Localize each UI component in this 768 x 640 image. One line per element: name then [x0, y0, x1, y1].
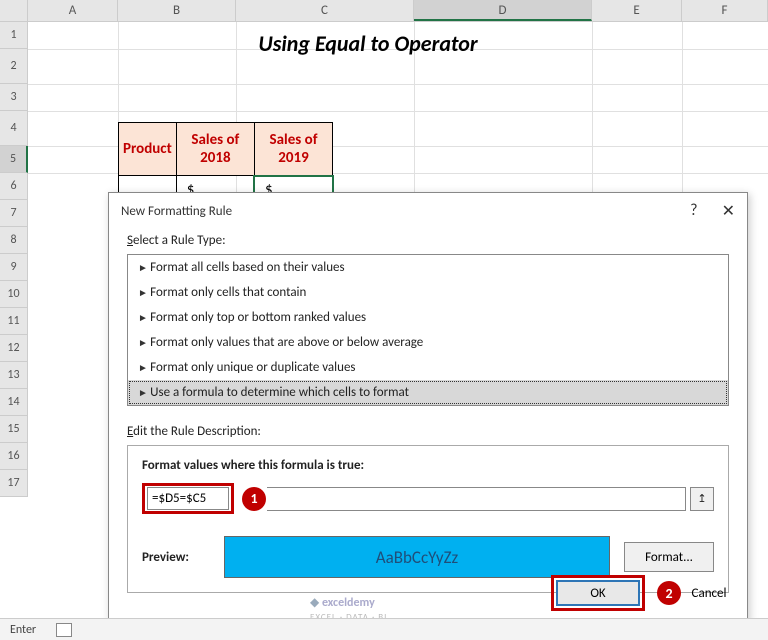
row-header-1[interactable]: 1	[0, 22, 28, 49]
rule-type-item[interactable]: Format all cells based on their values	[128, 255, 728, 280]
row-header-11[interactable]: 11	[0, 308, 28, 335]
ok-button-highlight: OK	[551, 575, 645, 611]
row-header-7[interactable]: 7	[0, 200, 28, 227]
rule-type-item[interactable]: Format only unique or duplicate values	[128, 355, 728, 380]
preview-sample: AaBbCcYyZz	[224, 536, 610, 578]
rule-type-item[interactable]: Format only cells that contain	[128, 280, 728, 305]
page-title: Using Equal to Operator	[118, 30, 618, 57]
callout-badge-1: 1	[242, 487, 266, 511]
col-header-b[interactable]: B	[118, 0, 236, 21]
rule-description-box: Format values where this formula is true…	[127, 445, 729, 593]
row-header-16[interactable]: 16	[0, 443, 28, 470]
rule-type-item-selected[interactable]: Use a formula to determine which cells t…	[128, 380, 728, 405]
row-header-6[interactable]: 6	[0, 173, 28, 200]
col-header-a[interactable]: A	[28, 0, 118, 21]
col-header-e[interactable]: E	[592, 0, 682, 21]
callout-badge-2: 2	[657, 581, 681, 605]
row-header-10[interactable]: 10	[0, 281, 28, 308]
header-sales-2019: Sales of 2019	[254, 123, 332, 176]
row-header-4[interactable]: 4	[0, 111, 28, 146]
table-header-row: Product Sales of 2018 Sales of 2019	[119, 123, 333, 176]
header-product: Product	[119, 123, 177, 176]
dialog-title: New Formatting Rule	[121, 204, 232, 219]
dialog-titlebar[interactable]: New Formatting Rule ? ✕	[109, 193, 747, 229]
row-header-14[interactable]: 14	[0, 389, 28, 416]
close-icon[interactable]: ✕	[722, 201, 735, 221]
macro-record-icon[interactable]	[56, 623, 72, 637]
row-header-13[interactable]: 13	[0, 362, 28, 389]
row-header-12[interactable]: 12	[0, 335, 28, 362]
col-header-c[interactable]: C	[236, 0, 414, 21]
rule-type-item[interactable]: Format only top or bottom ranked values	[128, 305, 728, 330]
status-bar: Enter	[0, 618, 768, 640]
formula-input-highlight	[142, 483, 234, 514]
format-button[interactable]: Format...	[624, 542, 714, 572]
formula-input-extent[interactable]	[267, 487, 686, 511]
edit-description-label: Edit the Rule Description:	[127, 424, 729, 439]
row-header-3[interactable]: 3	[0, 84, 28, 111]
row-header-2[interactable]: 2	[0, 49, 28, 84]
col-header-d[interactable]: D	[414, 0, 592, 21]
col-header-f[interactable]: F	[682, 0, 768, 21]
row-header-15[interactable]: 15	[0, 416, 28, 443]
rule-type-label: Select a Rule Type:	[127, 233, 729, 248]
header-sales-2018: Sales of 2018	[176, 123, 254, 176]
select-all-corner[interactable]	[0, 0, 28, 22]
ok-button[interactable]: OK	[556, 580, 640, 606]
column-headers: A B C D E F	[0, 0, 768, 22]
row-headers: 1 2 3 4 5 6 7 8 9 10 11 12 13 14 15 16 1…	[0, 22, 28, 497]
new-formatting-rule-dialog: New Formatting Rule ? ✕ Select a Rule Ty…	[108, 192, 748, 622]
formula-input[interactable]	[147, 487, 229, 510]
row-header-9[interactable]: 9	[0, 254, 28, 281]
status-mode: Enter	[10, 623, 36, 637]
spreadsheet: A B C D E F 1 2 3 4 5 6 7 8 9 10 11 12 1…	[0, 0, 768, 22]
preview-label: Preview:	[142, 550, 210, 565]
formula-label: Format values where this formula is true…	[142, 458, 714, 473]
row-header-5[interactable]: 5	[0, 146, 28, 173]
row-header-8[interactable]: 8	[0, 227, 28, 254]
help-icon[interactable]: ?	[690, 201, 697, 221]
rule-type-item[interactable]: Format only values that are above or bel…	[128, 330, 728, 355]
cancel-button[interactable]: Cancel	[689, 580, 729, 606]
range-selector-icon[interactable]: ↥	[690, 487, 714, 511]
rule-type-list[interactable]: Format all cells based on their values F…	[127, 254, 729, 406]
row-header-17[interactable]: 17	[0, 470, 28, 497]
